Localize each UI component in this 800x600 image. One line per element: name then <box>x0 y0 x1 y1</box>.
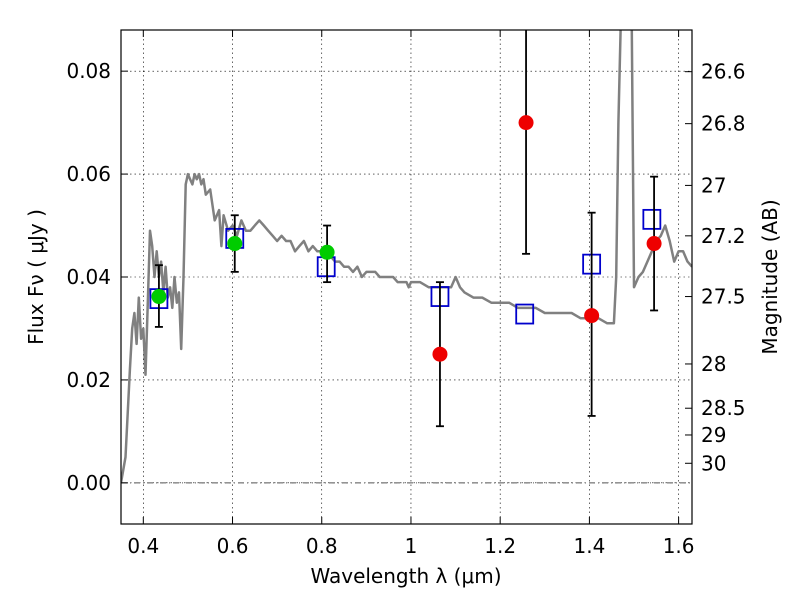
right-tick-label: 28 <box>701 352 726 376</box>
model-point-square <box>515 303 535 325</box>
ticks <box>121 30 692 524</box>
y-tick-label: 0.06 <box>66 162 111 186</box>
x-tick-label: 1.4 <box>573 534 605 558</box>
y-tick-label: 0.08 <box>66 59 111 83</box>
tick-labels: 0.4 0.6 0.8 1 1.2 1.4 1.6 0.00 0.02 0.04 0.06 0.08 2… <box>66 59 745 558</box>
nir-data-point <box>646 236 662 252</box>
right-tick-label: 30 <box>701 451 726 475</box>
y-axis-label-right: Magnitude (AB) <box>758 199 782 354</box>
nir-data-point <box>518 115 534 131</box>
x-tick-label: 0.6 <box>217 534 249 558</box>
right-tick-label: 28.5 <box>701 396 746 420</box>
x-tick-label: 0.4 <box>127 534 159 558</box>
x-tick-label: 1 <box>405 534 418 558</box>
right-tick-label: 29 <box>701 423 726 447</box>
right-tick-label: 27.5 <box>701 285 746 309</box>
x-tick-label: 1.2 <box>484 534 516 558</box>
y-tick-label: 0.00 <box>66 471 111 495</box>
right-tick-label: 26.6 <box>701 60 746 84</box>
y-tick-label: 0.02 <box>66 368 111 392</box>
y-axis-label-left: Flux Fν ( μJy ) <box>24 209 48 345</box>
optical-data-point <box>151 289 167 305</box>
x-tick-label: 0.8 <box>306 534 338 558</box>
right-tick-label: 27.2 <box>701 224 746 248</box>
optical-data-point <box>227 236 243 252</box>
x-axis-label: Wavelength λ (μm) <box>310 564 501 588</box>
y-tick-label: 0.04 <box>66 265 111 289</box>
model-point-square <box>642 208 662 230</box>
nir-data-point <box>432 346 448 362</box>
optical-data-point <box>319 244 335 260</box>
x-tick-label: 1.6 <box>663 534 695 558</box>
nir-data-point <box>584 308 600 324</box>
plot-layer <box>121 30 692 484</box>
right-tick-label: 26.8 <box>701 112 746 136</box>
right-tick-label: 27 <box>701 173 726 197</box>
